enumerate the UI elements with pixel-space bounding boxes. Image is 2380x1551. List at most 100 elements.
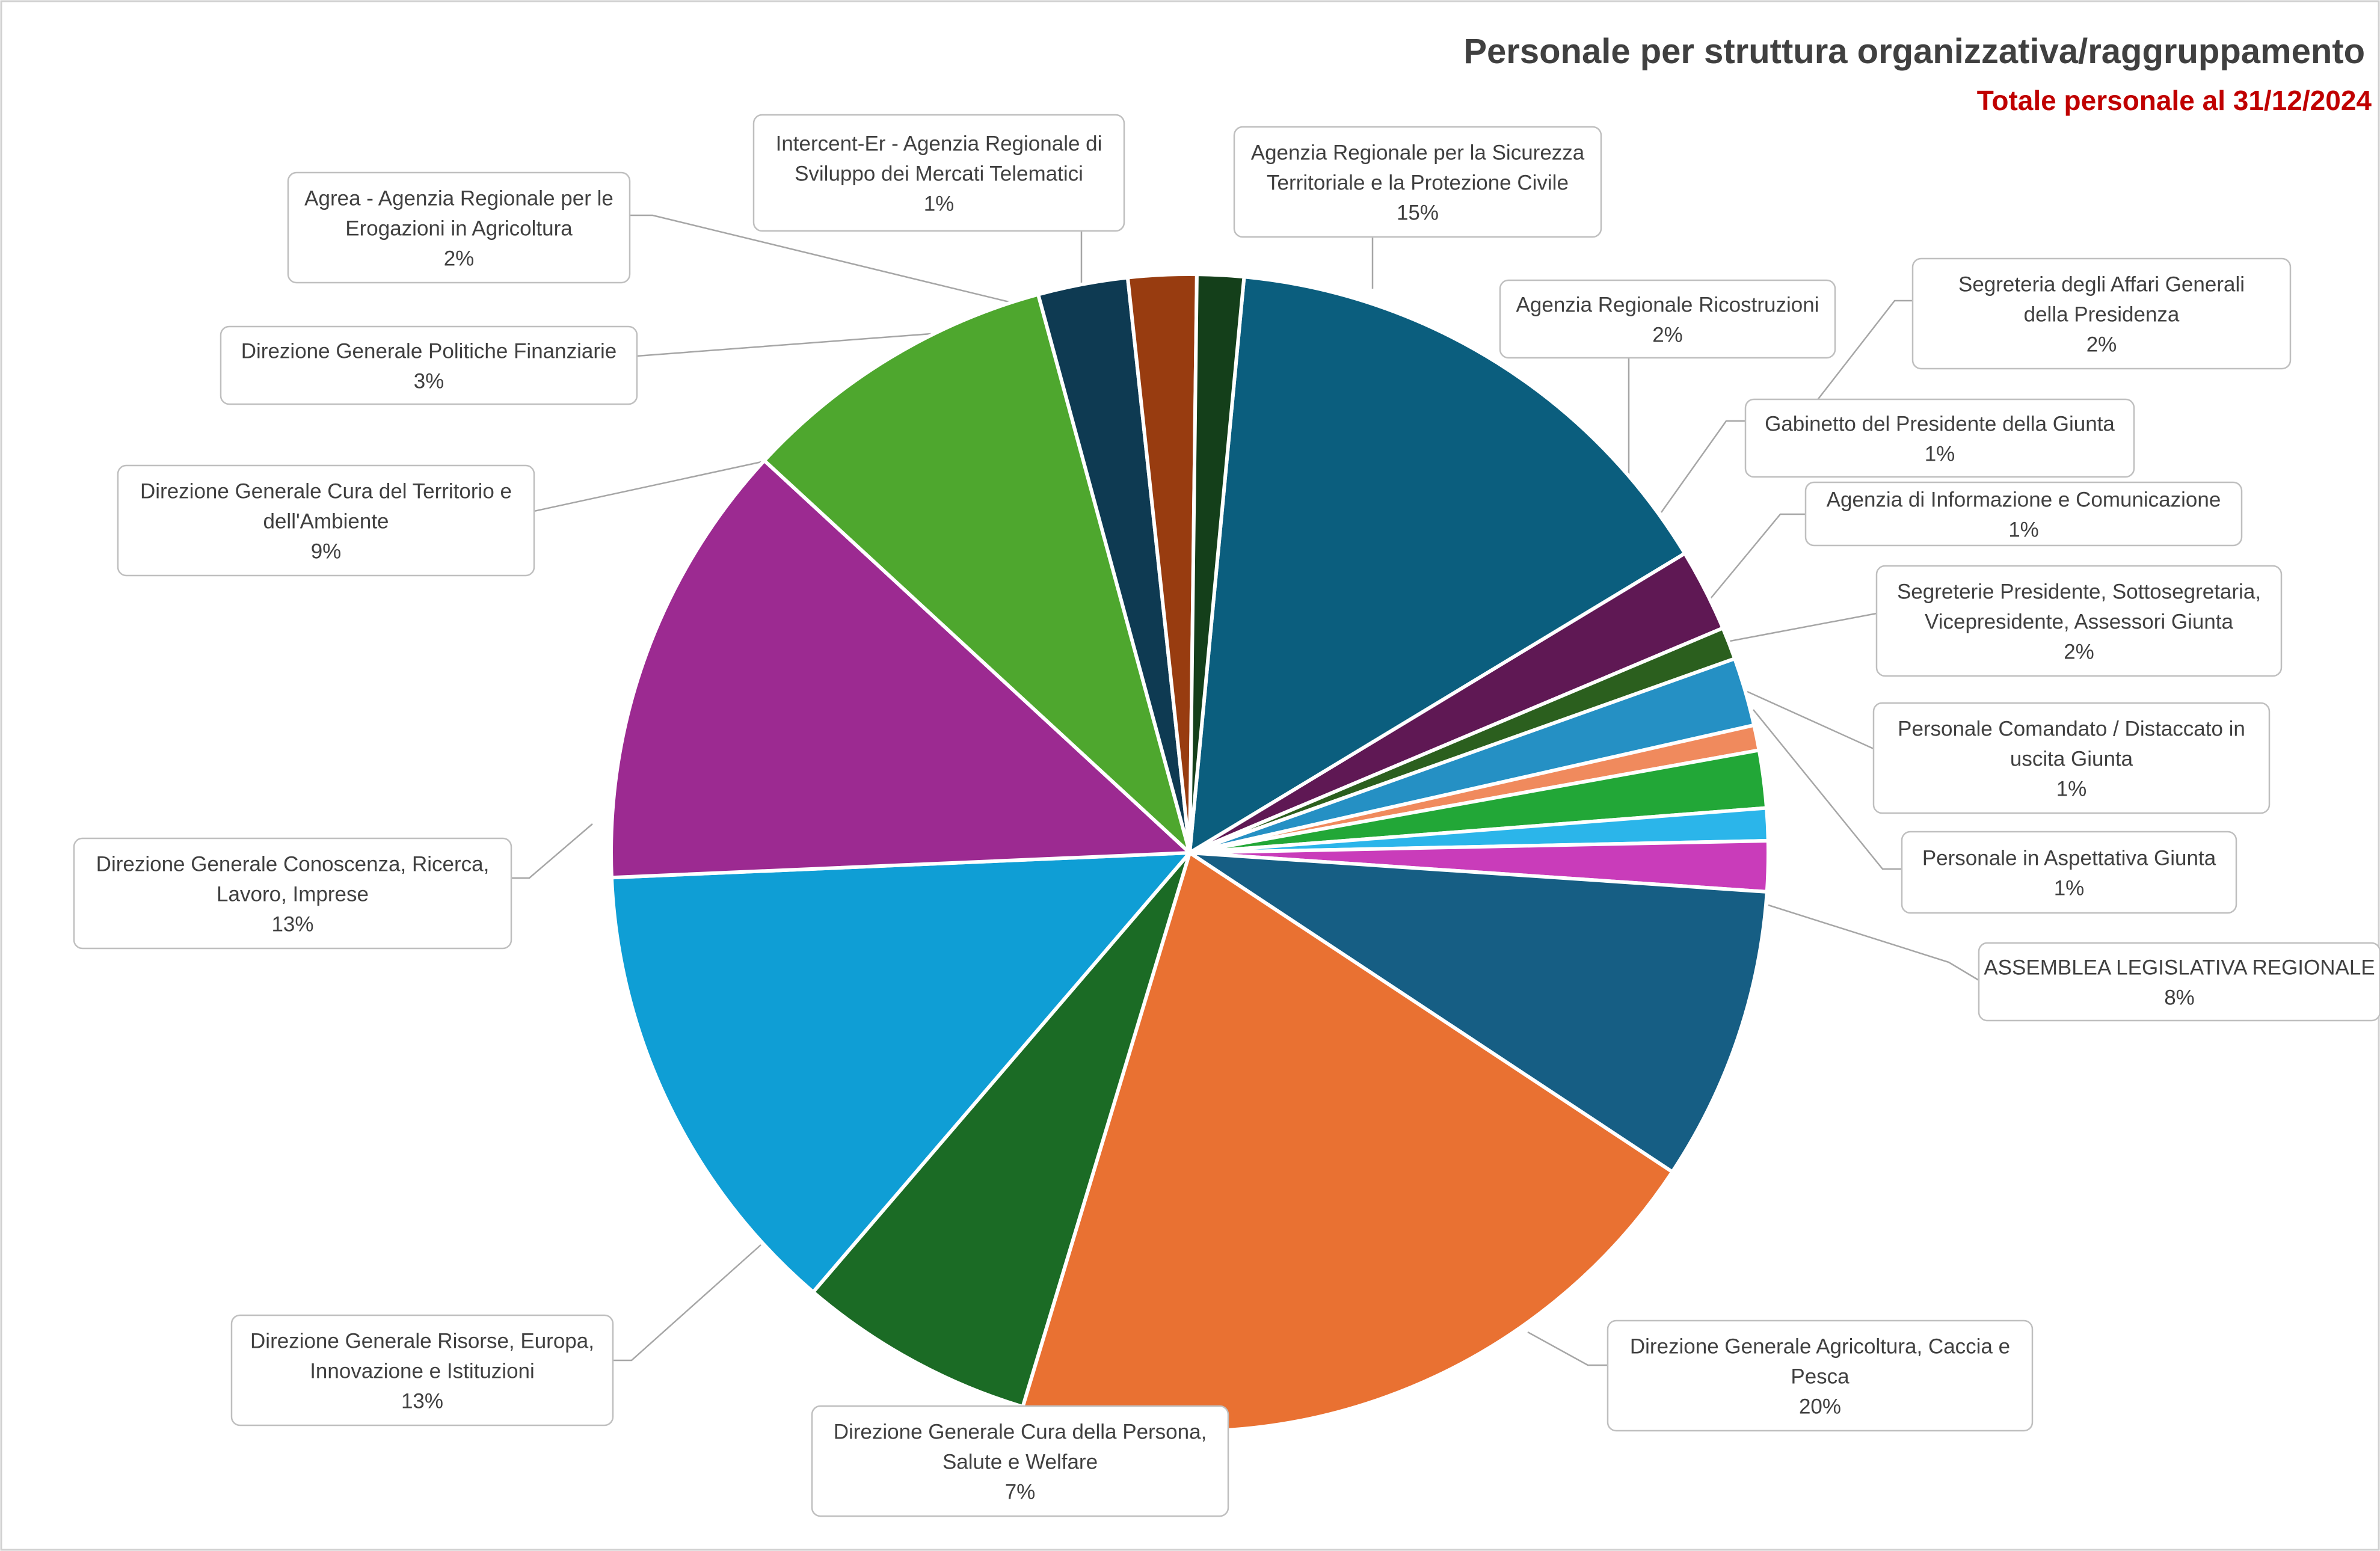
data-label-9: ASSEMBLEA LEGISLATIVA REGIONALE 8% xyxy=(1978,942,2380,1022)
data-label-box xyxy=(117,464,535,577)
leader-line-8 xyxy=(1753,709,1902,870)
data-label-percent: 9% xyxy=(311,540,342,564)
data-label-box xyxy=(1607,1319,2034,1432)
data-label-box xyxy=(1233,126,1602,238)
data-label-box xyxy=(1911,257,2292,370)
leader-line-5 xyxy=(1708,513,1806,602)
pie-slice-17 xyxy=(1188,272,1246,855)
data-label-box xyxy=(1875,565,2283,677)
data-label-name: Direzione Generale Risorse, Europa, xyxy=(250,1330,594,1353)
data-label-percent: 1% xyxy=(2054,877,2085,900)
data-label-percent: 15% xyxy=(1397,201,1439,225)
leader-line-16 xyxy=(630,214,1017,305)
data-label-percent: 13% xyxy=(271,913,313,936)
data-label-percent: 13% xyxy=(401,1390,443,1413)
data-label-13: Direzione Generale Conoscenza, Ricerca, L… xyxy=(73,837,512,950)
data-label-percent: 1% xyxy=(924,192,955,216)
data-label-6: Segreterie Presidente, Sottosegretaria, V… xyxy=(1875,565,2283,677)
pie-slice-11 xyxy=(811,851,1192,1409)
pie-slice-12 xyxy=(609,851,1192,1294)
data-label-box xyxy=(1872,702,2271,814)
pie-slice-13 xyxy=(609,458,1192,880)
leader-line-6 xyxy=(1717,612,1877,645)
leader-line-12 xyxy=(613,1244,761,1362)
data-label-10: Direzione Generale Agricoltura, Caccia e… xyxy=(1607,1319,2034,1432)
data-label-2: Agenzia Regionale Ricostruzioni 2% xyxy=(1499,279,1836,359)
data-label-name: Segreteria degli Affari Generali xyxy=(1958,273,2245,296)
data-label-name: della Presidenza xyxy=(2024,303,2180,327)
data-label-box xyxy=(73,837,512,950)
data-label-name: Erogazioni in Agricoltura xyxy=(345,217,573,241)
data-label-17: Intercent-Er - Agenzia Regionale di Svilu… xyxy=(752,114,1125,232)
data-label-12: Direzione Generale Risorse, Europa, Innov… xyxy=(230,1314,614,1427)
data-label-3: Segreteria degli Affari Generali della Pr… xyxy=(1911,257,2292,370)
data-label-box xyxy=(1901,831,2237,914)
data-label-name: Intercent-Er - Agenzia Regionale di xyxy=(776,132,1102,156)
data-label-name: Direzione Generale Cura della Persona, xyxy=(834,1420,1207,1444)
data-label-name: Direzione Generale Agricoltura, Caccia e xyxy=(1630,1335,2010,1359)
data-label-percent: 2% xyxy=(1652,324,1683,347)
data-label-box xyxy=(220,325,638,405)
data-label-11: Direzione Generale Cura della Persona, Sa… xyxy=(811,1405,1229,1517)
data-label-8: Personale in Aspettativa Giunta 1% xyxy=(1901,831,2237,914)
leader-line-10 xyxy=(1527,1331,1608,1366)
data-label-name: uscita Giunta xyxy=(2010,748,2133,771)
data-label-name: Gabinetto del Presidente della Giunta xyxy=(1765,413,2115,436)
pie-slice-14 xyxy=(762,292,1192,855)
data-label-name: Direzione Generale Politiche Finanziarie xyxy=(241,340,617,363)
leader-line-15 xyxy=(636,333,932,357)
data-label-name: Vicepresidente, Assessori Giunta xyxy=(1925,610,2234,634)
leader-lines xyxy=(511,214,1979,1366)
leader-line-7 xyxy=(1747,690,1874,750)
data-label-16: Agrea - Agenzia Regionale per le Erogazio… xyxy=(287,171,631,284)
data-label-15: Direzione Generale Politiche Finanziarie… xyxy=(220,325,638,405)
data-label-box xyxy=(1499,279,1836,359)
data-labels: Agenzia Regionale per la Sicurezza Territ… xyxy=(73,114,2380,1517)
data-label-box xyxy=(230,1314,614,1427)
chart-title: Personale per struttura organizzativa/ra… xyxy=(1463,32,2365,71)
data-label-name: Salute e Welfare xyxy=(942,1451,1098,1474)
data-label-percent: 1% xyxy=(2008,518,2039,542)
data-label-name: Segreterie Presidente, Sottosegretaria, xyxy=(1897,580,2261,604)
data-label-box xyxy=(811,1405,1229,1517)
data-label-name: dell'Ambiente xyxy=(263,510,389,533)
data-label-name: Territoriale e la Protezione Civile xyxy=(1267,171,1569,195)
data-label-percent: 1% xyxy=(2056,778,2087,801)
data-label-box xyxy=(752,114,1125,232)
data-label-percent: 8% xyxy=(2164,986,2195,1010)
data-label-name: ASSEMBLEA LEGISLATIVA REGIONALE xyxy=(1984,956,2375,980)
data-label-name: Personale in Aspettativa Giunta xyxy=(1922,847,2216,870)
data-label-5: Agenzia di Informazione e Comunicazione 1… xyxy=(1804,481,2243,547)
data-label-name: Pesca xyxy=(1791,1365,1850,1389)
data-label-name: Sviluppo dei Mercati Telematici xyxy=(795,162,1083,186)
leader-line-9 xyxy=(1768,904,1979,981)
data-label-7: Personale Comandato / Distaccato in uscit… xyxy=(1872,702,2271,814)
data-label-name: Agrea - Agenzia Regionale per le xyxy=(304,187,613,210)
data-label-name: Agenzia di Informazione e Comunicazione xyxy=(1827,488,2221,512)
data-label-box xyxy=(1804,481,2243,547)
leader-line-4 xyxy=(1660,420,1745,513)
data-label-name: Personale Comandato / Distaccato in xyxy=(1898,717,2245,741)
data-label-box xyxy=(1744,398,2135,478)
data-label-name: Direzione Generale Conoscenza, Ricerca, xyxy=(96,853,490,876)
leader-line-13 xyxy=(511,823,593,879)
pie-slice-1 xyxy=(1188,275,1687,855)
chart-subtitle: Totale personale al 31/12/2024 xyxy=(1977,85,2372,116)
data-label-name: Direzione Generale Cura del Territorio e xyxy=(140,480,512,503)
data-label-percent: 7% xyxy=(1005,1481,1036,1504)
data-label-name: Agenzia Regionale Ricostruzioni xyxy=(1516,293,1819,317)
pie-slice-9 xyxy=(1188,851,1769,1174)
pie-slices xyxy=(609,272,1771,1434)
data-label-box xyxy=(1978,942,2380,1022)
data-label-14: Direzione Generale Cura del Territorio e… xyxy=(117,464,535,577)
data-label-percent: 20% xyxy=(1799,1395,1841,1419)
data-label-name: Innovazione e Istituzioni xyxy=(310,1360,535,1383)
leader-line-3 xyxy=(1789,299,1913,437)
leader-line-14 xyxy=(534,459,770,512)
data-label-percent: 2% xyxy=(444,247,475,271)
data-label-1: Agenzia Regionale per la Sicurezza Territ… xyxy=(1233,126,1602,238)
data-label-percent: 3% xyxy=(414,370,444,393)
data-label-name: Lavoro, Imprese xyxy=(217,883,369,906)
data-label-name: Agenzia Regionale per la Sicurezza xyxy=(1251,141,1585,165)
